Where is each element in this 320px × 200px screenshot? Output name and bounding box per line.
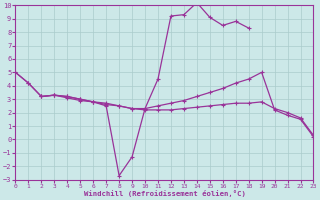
- X-axis label: Windchill (Refroidissement éolien,°C): Windchill (Refroidissement éolien,°C): [84, 190, 245, 197]
